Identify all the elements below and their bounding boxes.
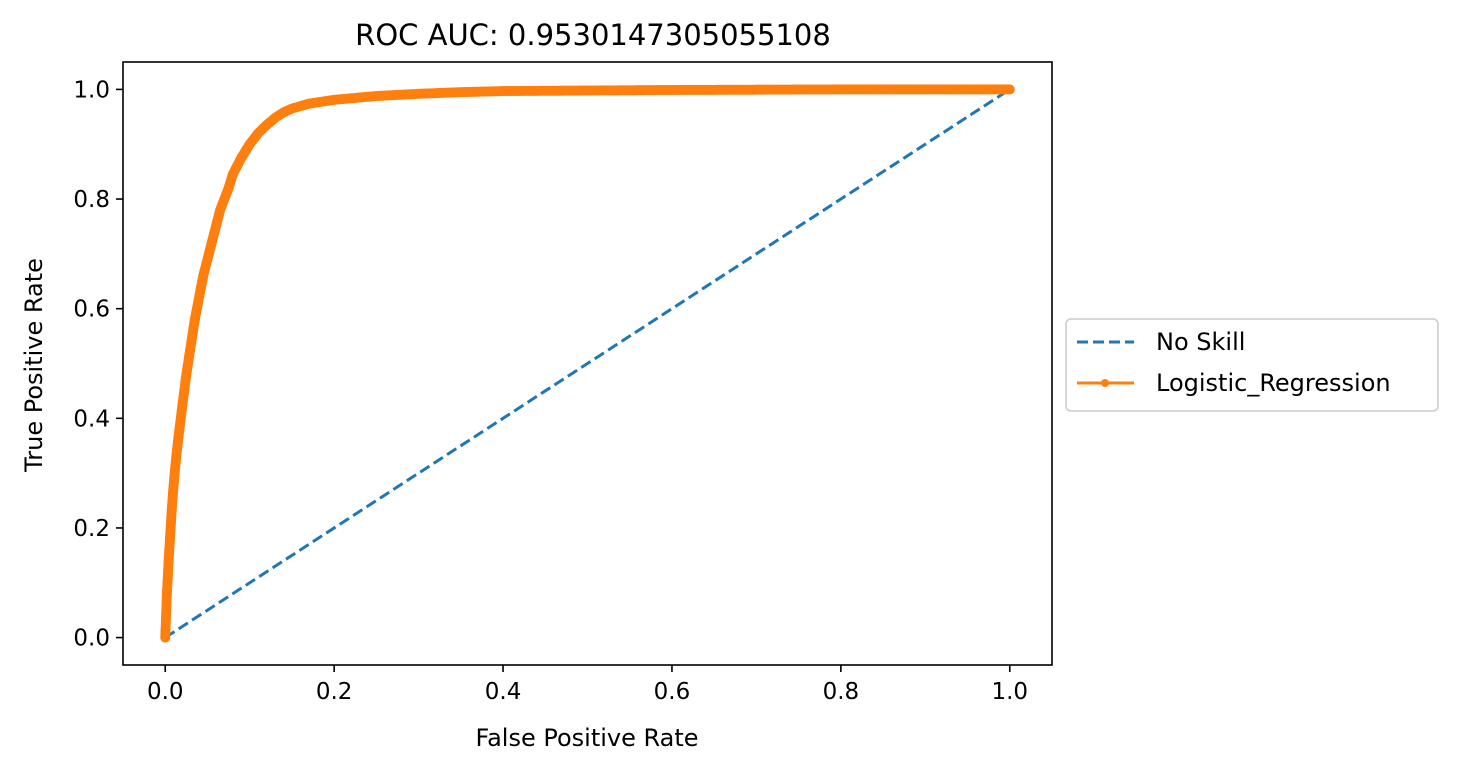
y-tick-label: 0.2 xyxy=(73,516,110,542)
x-tick-label: 0.6 xyxy=(654,679,691,705)
x-tick-label: 0.0 xyxy=(147,679,184,705)
x-axis-label: False Positive Rate xyxy=(475,724,698,752)
legend-frame xyxy=(1065,318,1439,412)
legend-logistic-marker xyxy=(1101,379,1109,387)
y-tick-label: 0.8 xyxy=(73,187,110,213)
y-tick-label: 0.0 xyxy=(73,626,110,652)
series-layer xyxy=(160,84,1015,643)
legend-logistic-label: Logistic_Regression xyxy=(1156,369,1391,397)
plot-area xyxy=(122,61,1053,666)
legend-no-skill-label: No Skill xyxy=(1156,328,1245,356)
legend: No Skill Logistic_Regression xyxy=(1065,318,1439,412)
y-axis-label: True Positive Rate xyxy=(20,258,48,473)
y-tick-label: 0.4 xyxy=(73,406,110,432)
y-axis-ticks: 0.0 0.2 0.4 0.6 0.8 1.0 xyxy=(73,77,123,652)
x-tick-label: 0.8 xyxy=(823,679,860,705)
x-axis-ticks: 0.0 0.2 0.4 0.6 0.8 1.0 xyxy=(147,665,1028,705)
y-tick-label: 1.0 xyxy=(73,77,110,103)
plot-frame xyxy=(122,61,1053,666)
x-tick-label: 0.4 xyxy=(485,679,522,705)
x-tick-label: 1.0 xyxy=(991,679,1028,705)
logistic-regression-point xyxy=(1004,84,1015,95)
no-skill-line xyxy=(164,88,1011,639)
x-tick-label: 0.2 xyxy=(316,679,353,705)
y-tick-label: 0.6 xyxy=(73,297,110,323)
chart-title: ROC AUC: 0.9530147305055108 xyxy=(355,18,831,52)
